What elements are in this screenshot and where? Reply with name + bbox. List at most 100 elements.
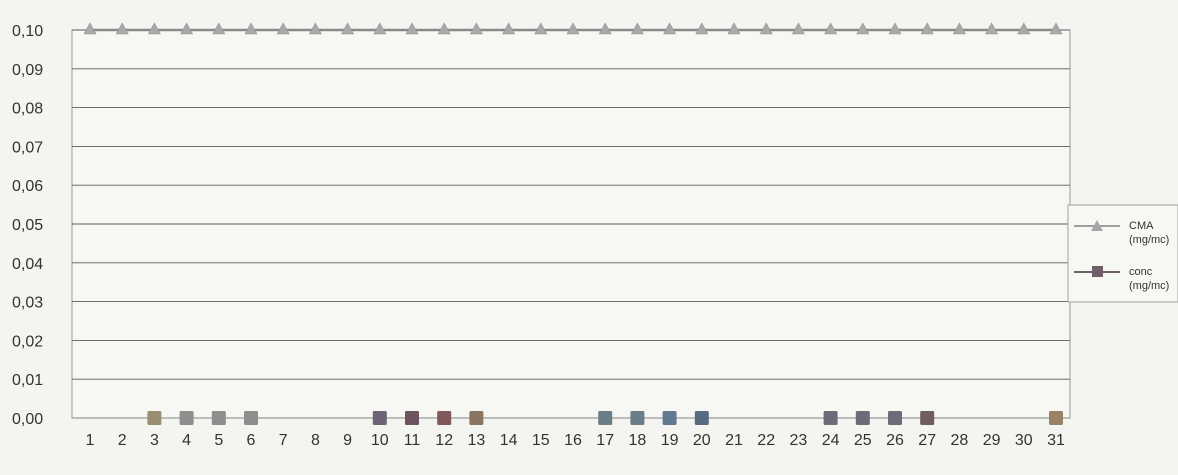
x-tick-label: 23 xyxy=(790,432,808,449)
legend-conc-unit: (mg/mc) xyxy=(1129,280,1169,292)
conc-point xyxy=(920,411,935,425)
x-tick-label: 29 xyxy=(983,432,1001,449)
cma-point xyxy=(920,22,934,35)
x-tick-label: 19 xyxy=(661,432,679,449)
conc-point xyxy=(469,411,484,425)
x-tick-label: 4 xyxy=(182,432,191,449)
cma-point xyxy=(566,22,580,35)
x-tick-label: 5 xyxy=(214,432,223,449)
cma-point xyxy=(1017,22,1031,35)
cma-point xyxy=(598,22,612,35)
cma-point xyxy=(469,22,483,35)
series-markers xyxy=(83,22,1063,425)
conc-point xyxy=(405,411,419,425)
x-tick-label: 17 xyxy=(596,432,614,449)
y-tick-label: 0,01 xyxy=(12,372,43,389)
cma-point xyxy=(695,22,709,35)
x-tick-label: 24 xyxy=(822,432,840,449)
x-tick-label: 11 xyxy=(404,432,421,449)
x-tick-label: 20 xyxy=(693,432,711,449)
conc-point xyxy=(179,411,194,425)
x-tick-label: 26 xyxy=(886,432,904,449)
cma-point xyxy=(502,22,516,35)
x-tick-label: 25 xyxy=(854,432,872,449)
legend-cma-unit: (mg/mc) xyxy=(1129,234,1169,246)
x-tick-label: 15 xyxy=(532,432,550,449)
cma-point xyxy=(341,22,355,35)
cma-point xyxy=(630,22,644,35)
legend-box xyxy=(1067,204,1178,303)
x-tick-label: 10 xyxy=(371,432,389,449)
y-tick-label: 0,05 xyxy=(12,217,43,234)
legend: CMA (mg/mc) conc (mg/mc) xyxy=(1067,204,1178,303)
x-tick-label: 7 xyxy=(279,432,288,449)
y-tick-label: 0,06 xyxy=(12,178,43,195)
y-tick-label: 0,10 xyxy=(12,23,43,40)
cma-point xyxy=(308,22,322,35)
conc-point xyxy=(630,411,645,425)
x-tick-label: 12 xyxy=(435,432,453,449)
legend-conc-label: conc xyxy=(1129,266,1153,278)
x-tick-label: 31 xyxy=(1047,432,1065,449)
x-tick-label: 14 xyxy=(500,432,518,449)
conc-point xyxy=(1049,411,1063,425)
cma-point xyxy=(373,22,387,35)
conc-point xyxy=(372,411,387,425)
x-tick-label: 30 xyxy=(1015,432,1033,449)
y-tick-label: 0,07 xyxy=(12,139,43,156)
cma-point xyxy=(244,22,258,35)
x-tick-label: 2 xyxy=(118,432,127,449)
cma-point xyxy=(83,22,97,35)
cma-point xyxy=(985,22,999,35)
cma-point xyxy=(147,22,161,35)
conc-point xyxy=(662,411,677,425)
cma-point xyxy=(180,22,194,35)
y-tick-label: 0,02 xyxy=(12,333,43,350)
x-tick-label: 21 xyxy=(725,432,743,449)
cma-point xyxy=(437,22,451,35)
cma-point xyxy=(759,22,773,35)
conc-point xyxy=(437,411,452,425)
x-tick-label: 28 xyxy=(951,432,969,449)
x-tick-label: 18 xyxy=(629,432,647,449)
legend-conc-marker xyxy=(1092,266,1103,277)
conc-point xyxy=(888,411,902,425)
conc-point xyxy=(598,411,613,425)
y-axis-tick-labels: 0,00 0,01 0,02 0,03 0,04 0,05 0,06 0,07 0,08 0,09… xyxy=(12,23,43,428)
cma-point xyxy=(856,22,870,35)
x-tick-label: 8 xyxy=(311,432,320,449)
conc-point xyxy=(855,411,870,425)
x-tick-label: 16 xyxy=(564,432,582,449)
y-tick-label: 0,04 xyxy=(12,256,43,273)
conc-point xyxy=(211,411,226,425)
x-tick-label: 27 xyxy=(918,432,936,449)
y-tick-label: 0,03 xyxy=(12,295,43,312)
cma-point xyxy=(212,22,226,35)
conc-point xyxy=(823,411,838,425)
cma-point xyxy=(888,22,902,35)
x-tick-label: 22 xyxy=(757,432,775,449)
x-tick-label: 6 xyxy=(247,432,256,449)
cma-point xyxy=(1049,22,1063,35)
cma-point xyxy=(824,22,838,35)
cma-point xyxy=(791,22,805,35)
conc-point xyxy=(147,411,162,425)
x-tick-label: 1 xyxy=(86,432,95,449)
x-axis-tick-labels: 1 2 3 4 5 6 7 8 9 10 11 12 13 14 15 16 17 18 19 20 21 22 23 24 2… xyxy=(86,432,1065,449)
y-tick-label: 0,08 xyxy=(12,101,43,118)
legend-cma-label: CMA xyxy=(1129,220,1154,232)
cma-point xyxy=(727,22,741,35)
cma-point xyxy=(952,22,966,35)
conc-point xyxy=(694,411,709,425)
y-tick-label: 0,00 xyxy=(12,411,43,428)
x-tick-label: 3 xyxy=(150,432,159,449)
x-tick-label: 9 xyxy=(343,432,352,449)
conc-point xyxy=(244,411,258,425)
cma-point xyxy=(276,22,290,35)
cma-point xyxy=(663,22,677,35)
x-tick-label: 13 xyxy=(468,432,486,449)
y-tick-label: 0,09 xyxy=(12,62,43,79)
cma-point xyxy=(405,22,419,35)
cma-point xyxy=(115,22,129,35)
